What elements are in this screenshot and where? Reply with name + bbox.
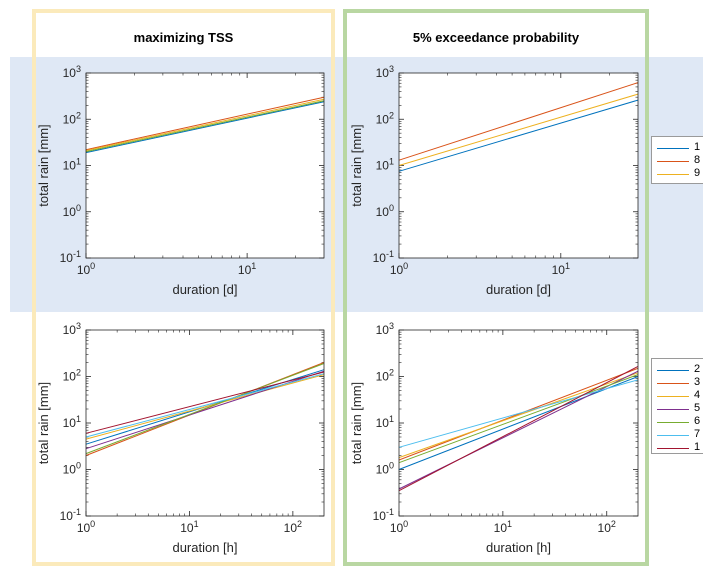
series-line — [85, 96, 325, 151]
y-tick-label: 102 — [376, 110, 394, 126]
series-line — [85, 363, 325, 455]
legend-swatch — [657, 409, 689, 410]
x-axis-label: duration [d] — [172, 282, 237, 297]
legend-swatch — [657, 396, 689, 397]
series-line — [398, 379, 639, 448]
y-tick-label: 101 — [376, 414, 394, 430]
legend-label: 7 — [694, 428, 701, 440]
legend-label: 8 — [694, 154, 701, 166]
legend-item: 9 — [652, 167, 703, 180]
x-tick-label: 100 — [390, 519, 408, 535]
axes-box — [85, 72, 325, 259]
y-tick-label: 10-1 — [373, 507, 394, 523]
y-tick-label: 100 — [63, 203, 81, 219]
series-line — [398, 82, 639, 161]
y-tick-label: 103 — [376, 321, 394, 337]
left-column-title: maximizing TSS — [133, 30, 234, 45]
y-axis-label: total rain [mm] — [36, 382, 51, 464]
y-tick-label: 103 — [376, 64, 394, 80]
legend-swatch — [657, 161, 689, 162]
y-tick-label: 10-1 — [60, 507, 81, 523]
y-tick-label: 103 — [63, 321, 81, 337]
legend-label: 1 — [694, 441, 701, 453]
right-column-frame — [343, 9, 649, 566]
legend-item: 1 — [652, 141, 703, 154]
series-line — [398, 99, 639, 172]
axes-box — [398, 72, 639, 259]
y-tick-label: 102 — [63, 110, 81, 126]
legend-item: 5 — [652, 402, 703, 415]
x-axis-label: duration [h] — [486, 540, 551, 555]
x-tick-label: 102 — [284, 519, 302, 535]
x-tick-label: 101 — [238, 261, 256, 277]
series-line — [398, 365, 639, 492]
legend-label: 2 — [694, 363, 701, 375]
legend-swatch — [657, 370, 689, 371]
series-line — [398, 376, 639, 470]
legend-item: 6 — [652, 415, 703, 428]
legend-swatch — [657, 422, 689, 423]
y-tick-label: 100 — [376, 461, 394, 477]
axes-box — [398, 329, 639, 517]
series-line — [398, 374, 639, 464]
plot-area — [399, 73, 638, 258]
legend-label: 6 — [694, 415, 701, 427]
legend-item: 4 — [652, 389, 703, 402]
legend-label: 4 — [694, 389, 701, 401]
series-line — [85, 373, 325, 438]
series-line — [85, 374, 325, 440]
x-tick-label: 102 — [598, 519, 616, 535]
y-tick-label: 101 — [376, 157, 394, 173]
x-axis-label: duration [h] — [172, 540, 237, 555]
left-column-frame — [32, 9, 335, 566]
plot-area — [86, 330, 324, 516]
y-tick-label: 101 — [63, 414, 81, 430]
legend-item: 7 — [652, 428, 703, 441]
series-line — [398, 367, 639, 461]
y-tick-label: 100 — [63, 461, 81, 477]
legend-swatch — [657, 148, 689, 149]
x-tick-label: 100 — [77, 261, 95, 277]
x-tick-label: 101 — [494, 519, 512, 535]
x-tick-label: 101 — [552, 261, 570, 277]
y-tick-label: 10-1 — [60, 249, 81, 265]
legend-item: 8 — [652, 154, 703, 167]
legend-swatch — [657, 383, 689, 384]
series-line — [85, 101, 325, 154]
y-axis-label: total rain [mm] — [36, 124, 51, 206]
legend-label: 5 — [694, 402, 701, 414]
series-line — [85, 100, 325, 153]
y-tick-label: 10-1 — [373, 249, 394, 265]
series-line — [85, 98, 325, 152]
plot-area — [86, 73, 324, 258]
legend-swatch — [657, 174, 689, 175]
legend-item: 3 — [652, 376, 703, 389]
legend-label: 3 — [694, 376, 701, 388]
y-axis-label: total rain [mm] — [349, 124, 364, 206]
y-tick-label: 102 — [376, 368, 394, 384]
y-tick-label: 102 — [63, 368, 81, 384]
x-tick-label: 100 — [77, 519, 95, 535]
y-axis-label: total rain [mm] — [349, 382, 364, 464]
legend-item: 1 — [652, 441, 703, 454]
axes-box — [85, 329, 325, 517]
x-tick-label: 100 — [390, 261, 408, 277]
legend-item: 2 — [652, 363, 703, 376]
x-tick-label: 101 — [180, 519, 198, 535]
legend-label: 1 — [694, 141, 701, 153]
legend-label: 9 — [694, 167, 701, 179]
y-tick-label: 101 — [63, 157, 81, 173]
x-axis-label: duration [d] — [486, 282, 551, 297]
legend-swatch — [657, 448, 689, 449]
series-line — [85, 371, 325, 434]
y-tick-label: 103 — [63, 64, 81, 80]
right-column-title: 5% exceedance probability — [412, 30, 580, 45]
legend-swatch — [657, 435, 689, 436]
series-line — [398, 93, 639, 166]
y-tick-label: 100 — [376, 203, 394, 219]
